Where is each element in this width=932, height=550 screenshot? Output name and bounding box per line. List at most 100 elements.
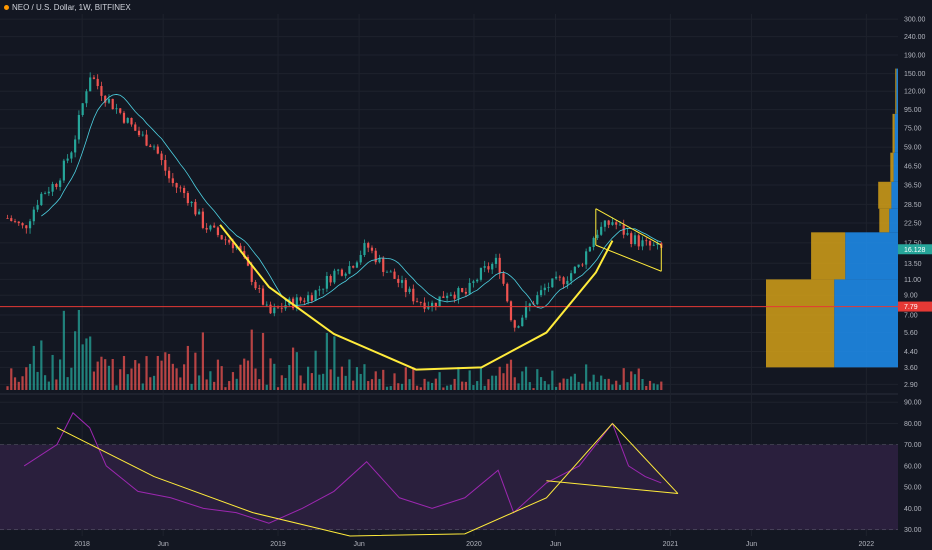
volume-bar: [656, 384, 659, 390]
candle: [340, 269, 344, 276]
candle: [74, 139, 77, 153]
price-axis[interactable]: 300.00 240.00 190.00 150.00 120.00 95.00 75.00…: [898, 0, 932, 550]
candle: [269, 304, 272, 314]
candle: [137, 130, 141, 136]
price-tick-label: 240.00: [904, 34, 926, 41]
volume-bar: [209, 371, 212, 390]
candle: [438, 296, 441, 307]
time-axis[interactable]: 2018 Jun 2019 Jun 2020 Jun 2021 Jun 2022: [74, 541, 874, 548]
volume-bar: [385, 386, 389, 390]
volume-bar: [472, 385, 475, 390]
candle: [483, 266, 486, 268]
time-tick-label: Jun: [158, 541, 169, 548]
candle: [224, 239, 227, 241]
candle: [539, 290, 543, 296]
volume-bar: [494, 375, 498, 390]
volume-bar: [74, 331, 77, 390]
volume-bar: [288, 365, 291, 390]
candle: [231, 242, 235, 249]
candle: [36, 205, 39, 210]
candle: [509, 301, 513, 321]
candle: [10, 218, 13, 222]
candle: [333, 270, 336, 283]
volume-bar: [273, 363, 276, 390]
volume-bar: [28, 363, 32, 390]
volume-bar: [322, 373, 325, 390]
rsi-drawings[interactable]: [56, 423, 679, 537]
volume-bar: [600, 375, 603, 390]
candle: [303, 300, 306, 302]
candle: [543, 287, 546, 291]
volume-bar: [231, 372, 235, 390]
volume-profile-up: [834, 279, 898, 368]
candle: [32, 209, 35, 222]
candle: [404, 280, 407, 293]
volume-bar: [70, 367, 73, 390]
price-tick-label: 95.00: [904, 107, 922, 114]
wedge-upper-line[interactable]: [595, 208, 662, 246]
volume-bar: [250, 329, 253, 390]
price-tick-label: 17.50: [904, 240, 922, 247]
volume-bar: [660, 381, 663, 390]
candle: [570, 273, 573, 281]
volume-bar: [603, 379, 607, 390]
candle: [513, 320, 516, 328]
candle: [186, 193, 189, 204]
candle: [637, 235, 640, 247]
candle: [66, 158, 69, 161]
volume-bar: [295, 352, 298, 390]
volume-bar: [96, 361, 99, 390]
candle: [487, 266, 490, 270]
candle: [603, 220, 607, 227]
candle: [190, 201, 193, 204]
volume-bar: [261, 332, 265, 390]
volume-bar: [487, 379, 490, 390]
candle: [374, 250, 377, 263]
rsi-band: [0, 444, 898, 530]
rsi-cup-curve[interactable]: [56, 423, 613, 537]
candle: [111, 98, 114, 110]
volume-bar: [126, 374, 129, 390]
candle: [408, 288, 411, 293]
price-tick-label: 13.50: [904, 261, 922, 268]
rsi-tick-label: 80.00: [904, 421, 922, 428]
rsi-resistance-line[interactable]: [612, 423, 679, 494]
volume-bar: [280, 375, 283, 390]
wedge-lower-line[interactable]: [595, 244, 662, 272]
volume-bar: [269, 358, 272, 390]
volume-bar: [104, 359, 107, 390]
rsi-tick-label: 40.00: [904, 506, 922, 513]
price-tick-label: 46.50: [904, 163, 922, 170]
price-tick-label: 150.00: [904, 71, 926, 78]
candle: [171, 178, 174, 184]
candle: [472, 281, 475, 283]
candle: [299, 297, 302, 301]
candle: [607, 220, 610, 225]
candle: [449, 294, 452, 296]
trend-drawings[interactable]: [219, 208, 662, 371]
volume-bar: [43, 375, 47, 390]
price-tick-label: 28.50: [904, 202, 922, 209]
time-tick-label: 2018: [74, 541, 90, 548]
candle: [43, 193, 47, 195]
candle: [648, 241, 652, 246]
candle: [104, 95, 107, 103]
volume-bar: [92, 371, 96, 390]
volume-bar: [446, 385, 449, 390]
volume-bar: [408, 379, 411, 390]
rsi-support-line[interactable]: [546, 480, 678, 495]
volume-bar: [17, 381, 20, 390]
axis-background: [898, 0, 932, 550]
candle: [213, 225, 216, 228]
candle: [220, 235, 223, 240]
candle: [423, 302, 426, 309]
volume-bar: [32, 345, 35, 390]
candle: [430, 302, 434, 307]
volume-bar: [329, 369, 332, 390]
volume-bar: [167, 353, 171, 390]
candle: [596, 234, 599, 238]
cup-curve[interactable]: [219, 224, 614, 371]
time-tick-label: Jun: [353, 541, 364, 548]
candle: [415, 301, 419, 303]
